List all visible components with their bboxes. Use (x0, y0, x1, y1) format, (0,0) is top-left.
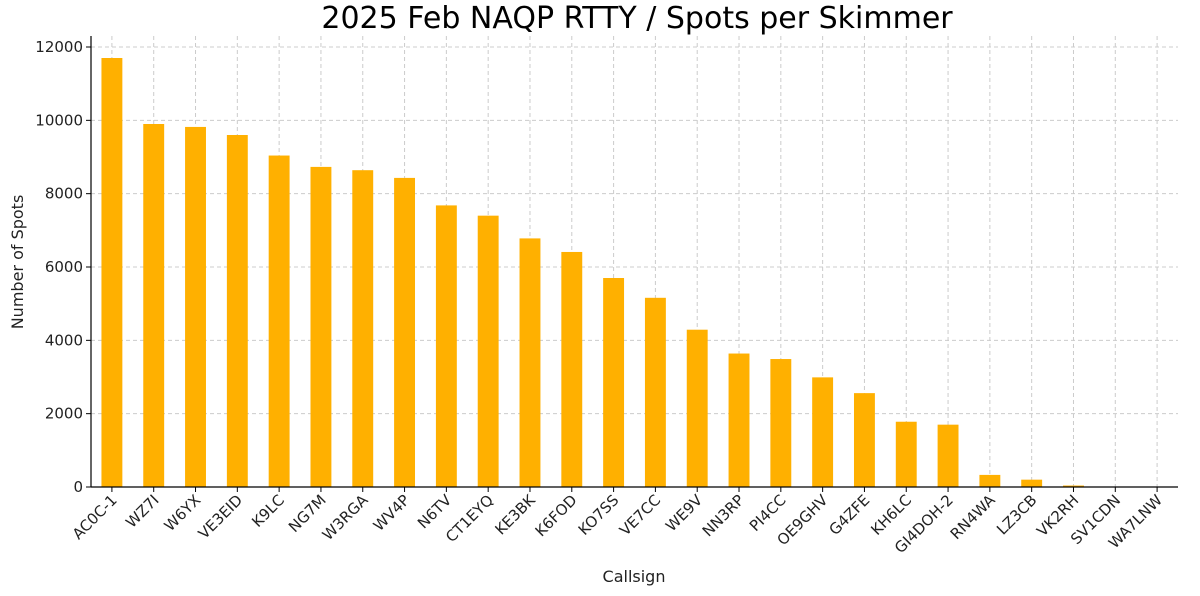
bar-kh6lc (895, 421, 917, 487)
bar-pi4cc (770, 359, 792, 487)
bar-ko7ss (603, 278, 625, 487)
bar-g4zfe (853, 393, 875, 487)
y-tick-label: 2000 (45, 405, 83, 423)
bar-n6tv (435, 205, 457, 487)
axes-layer (90, 36, 1178, 488)
x-tick-label: NN3RP (699, 491, 748, 540)
y-tick-label: 0 (73, 478, 83, 496)
y-tick-label: 10000 (35, 111, 83, 129)
bar-lz3cb (1021, 479, 1043, 487)
bar-nn3rp (728, 353, 750, 487)
bars-layer (101, 58, 1168, 488)
bar-rn4wa (979, 474, 1001, 487)
bar-ac0c-1 (101, 58, 123, 487)
bar-wz7i (143, 124, 165, 487)
x-tick-label: VE3EID (195, 491, 246, 542)
bar-ve7cc (644, 297, 666, 487)
x-tick-label: AC0C-1 (69, 491, 121, 543)
bar-wv4p (394, 177, 416, 487)
bar-we9v (686, 329, 708, 487)
bar-vk2rh (1063, 485, 1084, 487)
bar-w6yx (185, 126, 206, 487)
x-axis-label: Callsign (603, 567, 666, 586)
y-tick-label: 6000 (45, 258, 83, 276)
chart-title: 2025 Feb NAQP RTTY / Spots per Skimmer (321, 1, 953, 36)
x-tick-label: RN4WA (947, 491, 999, 543)
x-tick-label: G4ZFE (825, 491, 873, 539)
y-tick-label: 4000 (45, 331, 83, 349)
bar-oe9ghv (812, 377, 834, 487)
x-tick-label: K6FOD (532, 491, 581, 540)
bar-k6fod (561, 251, 583, 487)
x-tick-label: LZ3CB (993, 491, 1040, 538)
bar-gi4doh-2 (937, 424, 959, 487)
x-tick-label: K9LC (248, 491, 288, 531)
x-tick-label: WZ7I (122, 491, 162, 531)
y-tick-label: 12000 (35, 38, 83, 56)
bar-ng7m (310, 166, 332, 487)
bar-ve3eid (226, 135, 248, 487)
x-tick-label: VE7CC (616, 491, 664, 539)
bar-w3rga (352, 170, 374, 487)
x-tick-label: W3RGA (319, 491, 372, 544)
bar-ke3bk (519, 238, 541, 487)
x-tick-label: KE3BK (491, 490, 539, 538)
y-axis-label: Number of Spots (8, 195, 27, 330)
y-tick-label: 8000 (45, 185, 83, 203)
bar-ct1eyq (477, 215, 499, 487)
x-tick-label: WV4P (370, 491, 414, 535)
grid-layer (91, 36, 1178, 488)
bar-k9lc (268, 155, 290, 488)
x-tick-label: KO7SS (575, 491, 623, 539)
